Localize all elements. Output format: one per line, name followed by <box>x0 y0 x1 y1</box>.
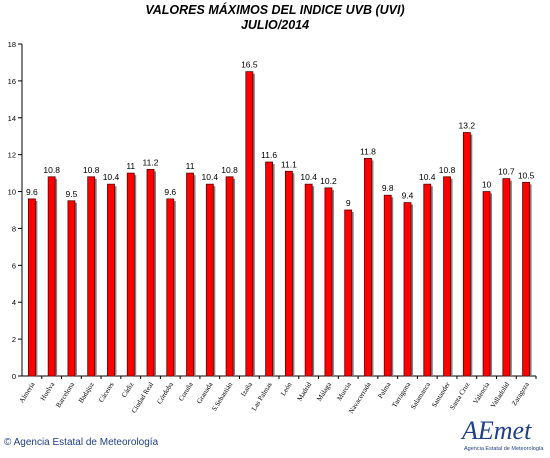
category-label: Murcia <box>335 380 353 402</box>
y-tick-label: 16 <box>8 77 16 86</box>
bar <box>443 176 451 377</box>
category-label: Salamanca <box>409 380 432 411</box>
data-label: 10.5 <box>518 170 535 180</box>
bar <box>67 200 76 377</box>
category-label: Huelva <box>39 380 57 402</box>
data-label: 9.6 <box>26 187 38 197</box>
data-label: 10.8 <box>439 165 456 175</box>
bar <box>284 170 293 377</box>
data-label: 13.2 <box>459 121 476 131</box>
data-label: 10.8 <box>221 165 238 175</box>
aemet-logo: AEmet Agencia Estatal de Meteorología <box>462 418 548 456</box>
footer-credit: © Agencia Estatal de Meteorología <box>4 437 159 448</box>
bar <box>166 198 175 377</box>
bar <box>364 157 372 377</box>
y-tick-label: 12 <box>8 151 16 160</box>
data-label: 10.4 <box>202 172 219 182</box>
data-label: 10.4 <box>103 172 120 182</box>
category-label: Cádiz <box>120 381 135 399</box>
bar <box>225 176 234 377</box>
category-label: Zaragoza <box>510 380 531 407</box>
bar <box>462 132 471 377</box>
bar <box>403 202 412 377</box>
data-label: 9.5 <box>66 189 78 199</box>
data-label: 10.2 <box>320 176 337 186</box>
category-label: Coruña <box>177 380 195 402</box>
category-label: Málaga <box>315 380 333 403</box>
y-tick-label: 18 <box>8 40 16 49</box>
bar <box>423 183 432 377</box>
data-label: 10.8 <box>83 165 100 175</box>
category-label: Valencia <box>472 380 492 405</box>
category-label: Izaña <box>239 380 254 398</box>
category-label: Granada <box>195 380 215 405</box>
y-tick-label: 2 <box>12 335 16 344</box>
chart-subtitle: JULIO/2014 <box>240 18 310 32</box>
data-label: 9 <box>346 198 351 208</box>
bar <box>146 169 155 377</box>
data-label: 11 <box>186 161 195 171</box>
y-tick-label: 14 <box>8 114 16 123</box>
bar <box>245 71 254 377</box>
category-label: Badajoz <box>77 381 96 405</box>
bar <box>47 176 56 377</box>
category-label: Valladolid <box>489 380 511 409</box>
category-label: Santa Cruz <box>448 381 471 411</box>
y-tick-label: 4 <box>12 298 16 307</box>
category-label: Cáceres <box>97 381 116 404</box>
bar <box>304 183 313 377</box>
data-label: 10.4 <box>300 172 317 182</box>
category-label: Palma <box>376 380 393 400</box>
bar <box>383 194 392 377</box>
logo-text: AEmet <box>462 416 532 445</box>
data-label: 10 <box>482 180 492 190</box>
bar <box>324 187 333 377</box>
bar <box>126 172 135 377</box>
data-label: 9.4 <box>402 191 414 201</box>
bar <box>265 161 274 377</box>
bar <box>87 176 96 377</box>
bar <box>522 181 531 377</box>
category-label: León <box>279 380 294 397</box>
bar <box>482 191 491 377</box>
bar <box>107 183 115 377</box>
bar <box>27 198 36 377</box>
data-label: 11.6 <box>261 150 277 160</box>
chart-title: VALORES MÁXIMOS DEL INDICE UVB (UVI) <box>145 3 405 17</box>
category-label: Madrid <box>296 380 314 402</box>
data-label: 16.5 <box>241 60 258 70</box>
category-label: Barcelona <box>54 380 76 409</box>
data-label: 9.8 <box>382 183 394 193</box>
y-tick-label: 8 <box>12 224 16 233</box>
y-tick-label: 6 <box>12 261 16 270</box>
logo-subtext: Agencia Estatal de Meteorología <box>464 446 544 452</box>
data-label: 11.2 <box>143 157 159 167</box>
data-label: 10.4 <box>419 172 436 182</box>
data-label: 11.1 <box>281 159 297 169</box>
bar <box>344 209 353 377</box>
bar <box>205 183 214 377</box>
bar <box>502 178 511 377</box>
bar <box>186 172 194 377</box>
data-label: 11 <box>126 161 135 171</box>
data-label: 10.7 <box>498 167 515 177</box>
data-label: 9.6 <box>164 187 176 197</box>
category-label: Almería <box>18 380 37 404</box>
data-label: 11.8 <box>360 146 376 156</box>
y-tick-label: 10 <box>8 188 16 197</box>
data-label: 10.8 <box>43 165 60 175</box>
category-label: Córdoba <box>155 380 175 405</box>
y-tick-label: 0 <box>12 372 16 381</box>
